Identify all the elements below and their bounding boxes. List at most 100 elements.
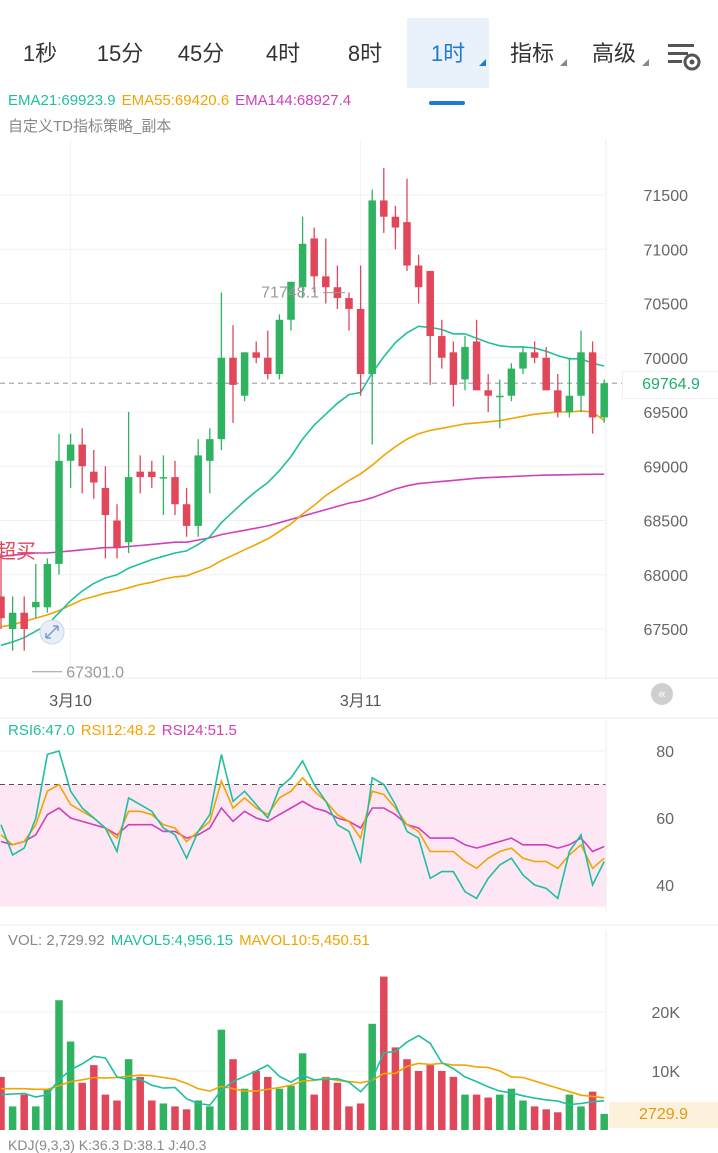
candle-body xyxy=(194,455,202,526)
candle-body xyxy=(380,200,388,217)
volume-bar xyxy=(55,1000,63,1130)
volume-bar xyxy=(252,1071,260,1130)
candle-body xyxy=(217,357,226,440)
volume-bar xyxy=(194,1100,202,1130)
price-tick-label: 71000 xyxy=(644,242,689,259)
time-axis-label: 3月11 xyxy=(340,693,382,710)
tab-label: 15分 xyxy=(96,41,144,66)
strategy-label[interactable]: 自定义TD指标策略_副本 xyxy=(8,118,172,135)
volume-bar xyxy=(507,1088,516,1130)
high-price-label: 71748.1 xyxy=(261,285,319,302)
rsi6-line xyxy=(0,750,605,900)
tab-label: 4时 xyxy=(265,41,301,66)
candle-body xyxy=(159,477,168,479)
candle-body xyxy=(206,439,214,461)
volume-bar xyxy=(414,1071,423,1130)
candle-body xyxy=(66,444,75,461)
volume-tick-label: 20K xyxy=(652,1005,681,1022)
tab-label: 指标 xyxy=(509,41,554,66)
volume-bar xyxy=(113,1100,121,1130)
rsi-tick-label: 80 xyxy=(656,744,674,761)
kdj-legend: KDJ(9,3,3) K:36.3 D:38.1 J:40.3 xyxy=(8,1137,207,1153)
candle-body xyxy=(229,357,237,385)
price-tick-label: 69500 xyxy=(644,405,689,422)
vol-value: VOL: 2,729.92 xyxy=(8,932,105,949)
rsi-legend: RSI6:47.0 RSI12:48.2 RSI24:51.5 xyxy=(8,722,243,739)
candle-body xyxy=(554,390,562,412)
candle-body xyxy=(426,270,434,337)
candle-body xyxy=(32,601,40,608)
price-tick-label: 70500 xyxy=(644,297,689,314)
rsi6-value: RSI6:47.0 xyxy=(8,722,75,739)
candle-body xyxy=(55,460,63,564)
tab-label: 1秒 xyxy=(22,41,58,66)
candle-body xyxy=(124,477,133,543)
candle-body xyxy=(0,596,5,619)
volume-bar xyxy=(298,1053,307,1130)
rsi-tick-label: 40 xyxy=(656,878,674,895)
price-tick-label: 68000 xyxy=(644,568,689,585)
rsi-tick-label: 60 xyxy=(656,811,674,828)
candle-body xyxy=(182,504,191,526)
volume-bar xyxy=(182,1109,191,1130)
ema-legend: EMA21:69923.9 EMA55:69420.6 EMA144:68927.4 xyxy=(8,92,357,109)
ema55-line xyxy=(0,410,605,628)
tab-4h[interactable]: 4时 xyxy=(242,18,324,88)
current-price-tag: 69764.9 xyxy=(622,371,718,399)
volume-bar xyxy=(287,1085,295,1130)
candle-body xyxy=(310,238,318,277)
volume-bar xyxy=(322,1076,330,1130)
candle-body xyxy=(507,368,516,396)
collapse-left-icon[interactable]: « xyxy=(651,683,673,705)
candle-body xyxy=(148,471,156,478)
volume-bar xyxy=(66,1041,75,1130)
volume-bar xyxy=(275,1088,284,1130)
tab-advanced[interactable]: 高级 xyxy=(576,18,652,88)
volume-tick-label: 10K xyxy=(652,1064,681,1081)
tab-15m[interactable]: 15分 xyxy=(80,18,160,88)
volume-legend: VOL: 2,729.92 MAVOL5:4,956.15 MAVOL10:5,45… xyxy=(8,932,376,949)
ema144-value: EMA144:68927.4 xyxy=(235,92,352,109)
tab-indicators[interactable]: 指标 xyxy=(494,18,570,88)
candle-body xyxy=(171,477,179,505)
volume-bar xyxy=(78,1082,86,1130)
current-volume-tag: 2729.9 xyxy=(609,1102,718,1128)
candle-body xyxy=(136,471,144,478)
volume-bar xyxy=(136,1076,144,1130)
dropdown-triangle-icon xyxy=(642,59,649,66)
volume-bar xyxy=(472,1094,481,1130)
volume-bar xyxy=(368,1023,376,1130)
price-tick-label: 67500 xyxy=(644,622,689,639)
timeframe-tab-bar: 1秒 15分 45分 4时 8时 1时 指标 高级 xyxy=(0,18,718,105)
candle-body xyxy=(519,352,527,369)
tab-8h[interactable]: 8时 xyxy=(324,18,406,88)
volume-bar xyxy=(20,1094,28,1130)
ema144-line xyxy=(0,473,605,558)
tab-45m[interactable]: 45分 xyxy=(160,18,242,88)
ema21-value: EMA21:69923.9 xyxy=(8,92,116,109)
candle-body xyxy=(101,487,110,516)
candle-body xyxy=(275,319,284,375)
volume-bar xyxy=(43,1088,52,1130)
mavol10-value: MAVOL10:5,450.51 xyxy=(239,932,370,949)
volume-bar xyxy=(449,1076,458,1130)
overbought-signal-label: 超买 xyxy=(0,540,36,563)
dropdown-triangle-icon xyxy=(560,59,567,66)
volume-bar xyxy=(333,1082,342,1130)
dropdown-triangle-icon xyxy=(479,59,486,66)
candle-body xyxy=(565,395,574,412)
volume-bar xyxy=(159,1103,168,1130)
candle-body xyxy=(298,243,307,288)
candle-body xyxy=(356,308,365,375)
candle-body xyxy=(414,265,423,288)
volume-bar xyxy=(588,1091,597,1130)
volume-bar xyxy=(565,1094,574,1130)
tab-1h[interactable]: 1时 xyxy=(407,18,489,88)
candle-body xyxy=(345,298,353,309)
price-tick-label: 69000 xyxy=(644,459,689,476)
tab-1s[interactable]: 1秒 xyxy=(0,18,80,88)
candle-body xyxy=(287,281,295,320)
chart-settings-icon[interactable] xyxy=(664,38,704,74)
volume-bar xyxy=(496,1094,504,1130)
